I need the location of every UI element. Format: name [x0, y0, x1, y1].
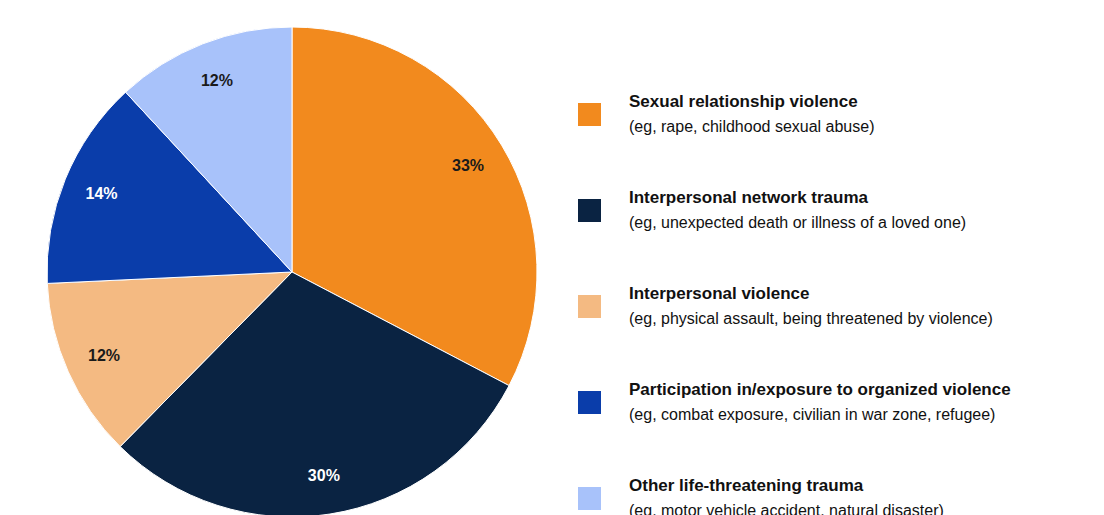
html-text:(eg, combat exposure, civilian: (eg, combat exposure, civilian in war zo… — [629, 406, 996, 423]
html-text:(eg, rape, childhood sexual ab: (eg, rape, childhood sexual abuse) — [629, 118, 875, 135]
svg-text:33%: 33% — [452, 157, 484, 174]
svg-text:30%: 30% — [308, 467, 340, 484]
html-text:(eg, physical assault, being t: (eg, physical assault, being threatened … — [629, 310, 993, 327]
html-text:Participation in/exposure to o: Participation in/exposure to organized v… — [629, 380, 1011, 399]
html-text:Other life-threatening trauma: Other life-threatening trauma — [629, 476, 864, 495]
html-text:Sexual relationship violence: Sexual relationship violence — [629, 92, 858, 111]
html-text:Interpersonal network trauma: Interpersonal network trauma — [629, 188, 868, 207]
svg-text:12%: 12% — [88, 347, 120, 364]
svg-text:14%: 14% — [86, 185, 118, 202]
html-text:Interpersonal violence: Interpersonal violence — [629, 284, 810, 303]
html-text:(eg, unexpected death or illne: (eg, unexpected death or illness of a lo… — [629, 214, 967, 231]
svg-text:12%: 12% — [201, 72, 233, 89]
